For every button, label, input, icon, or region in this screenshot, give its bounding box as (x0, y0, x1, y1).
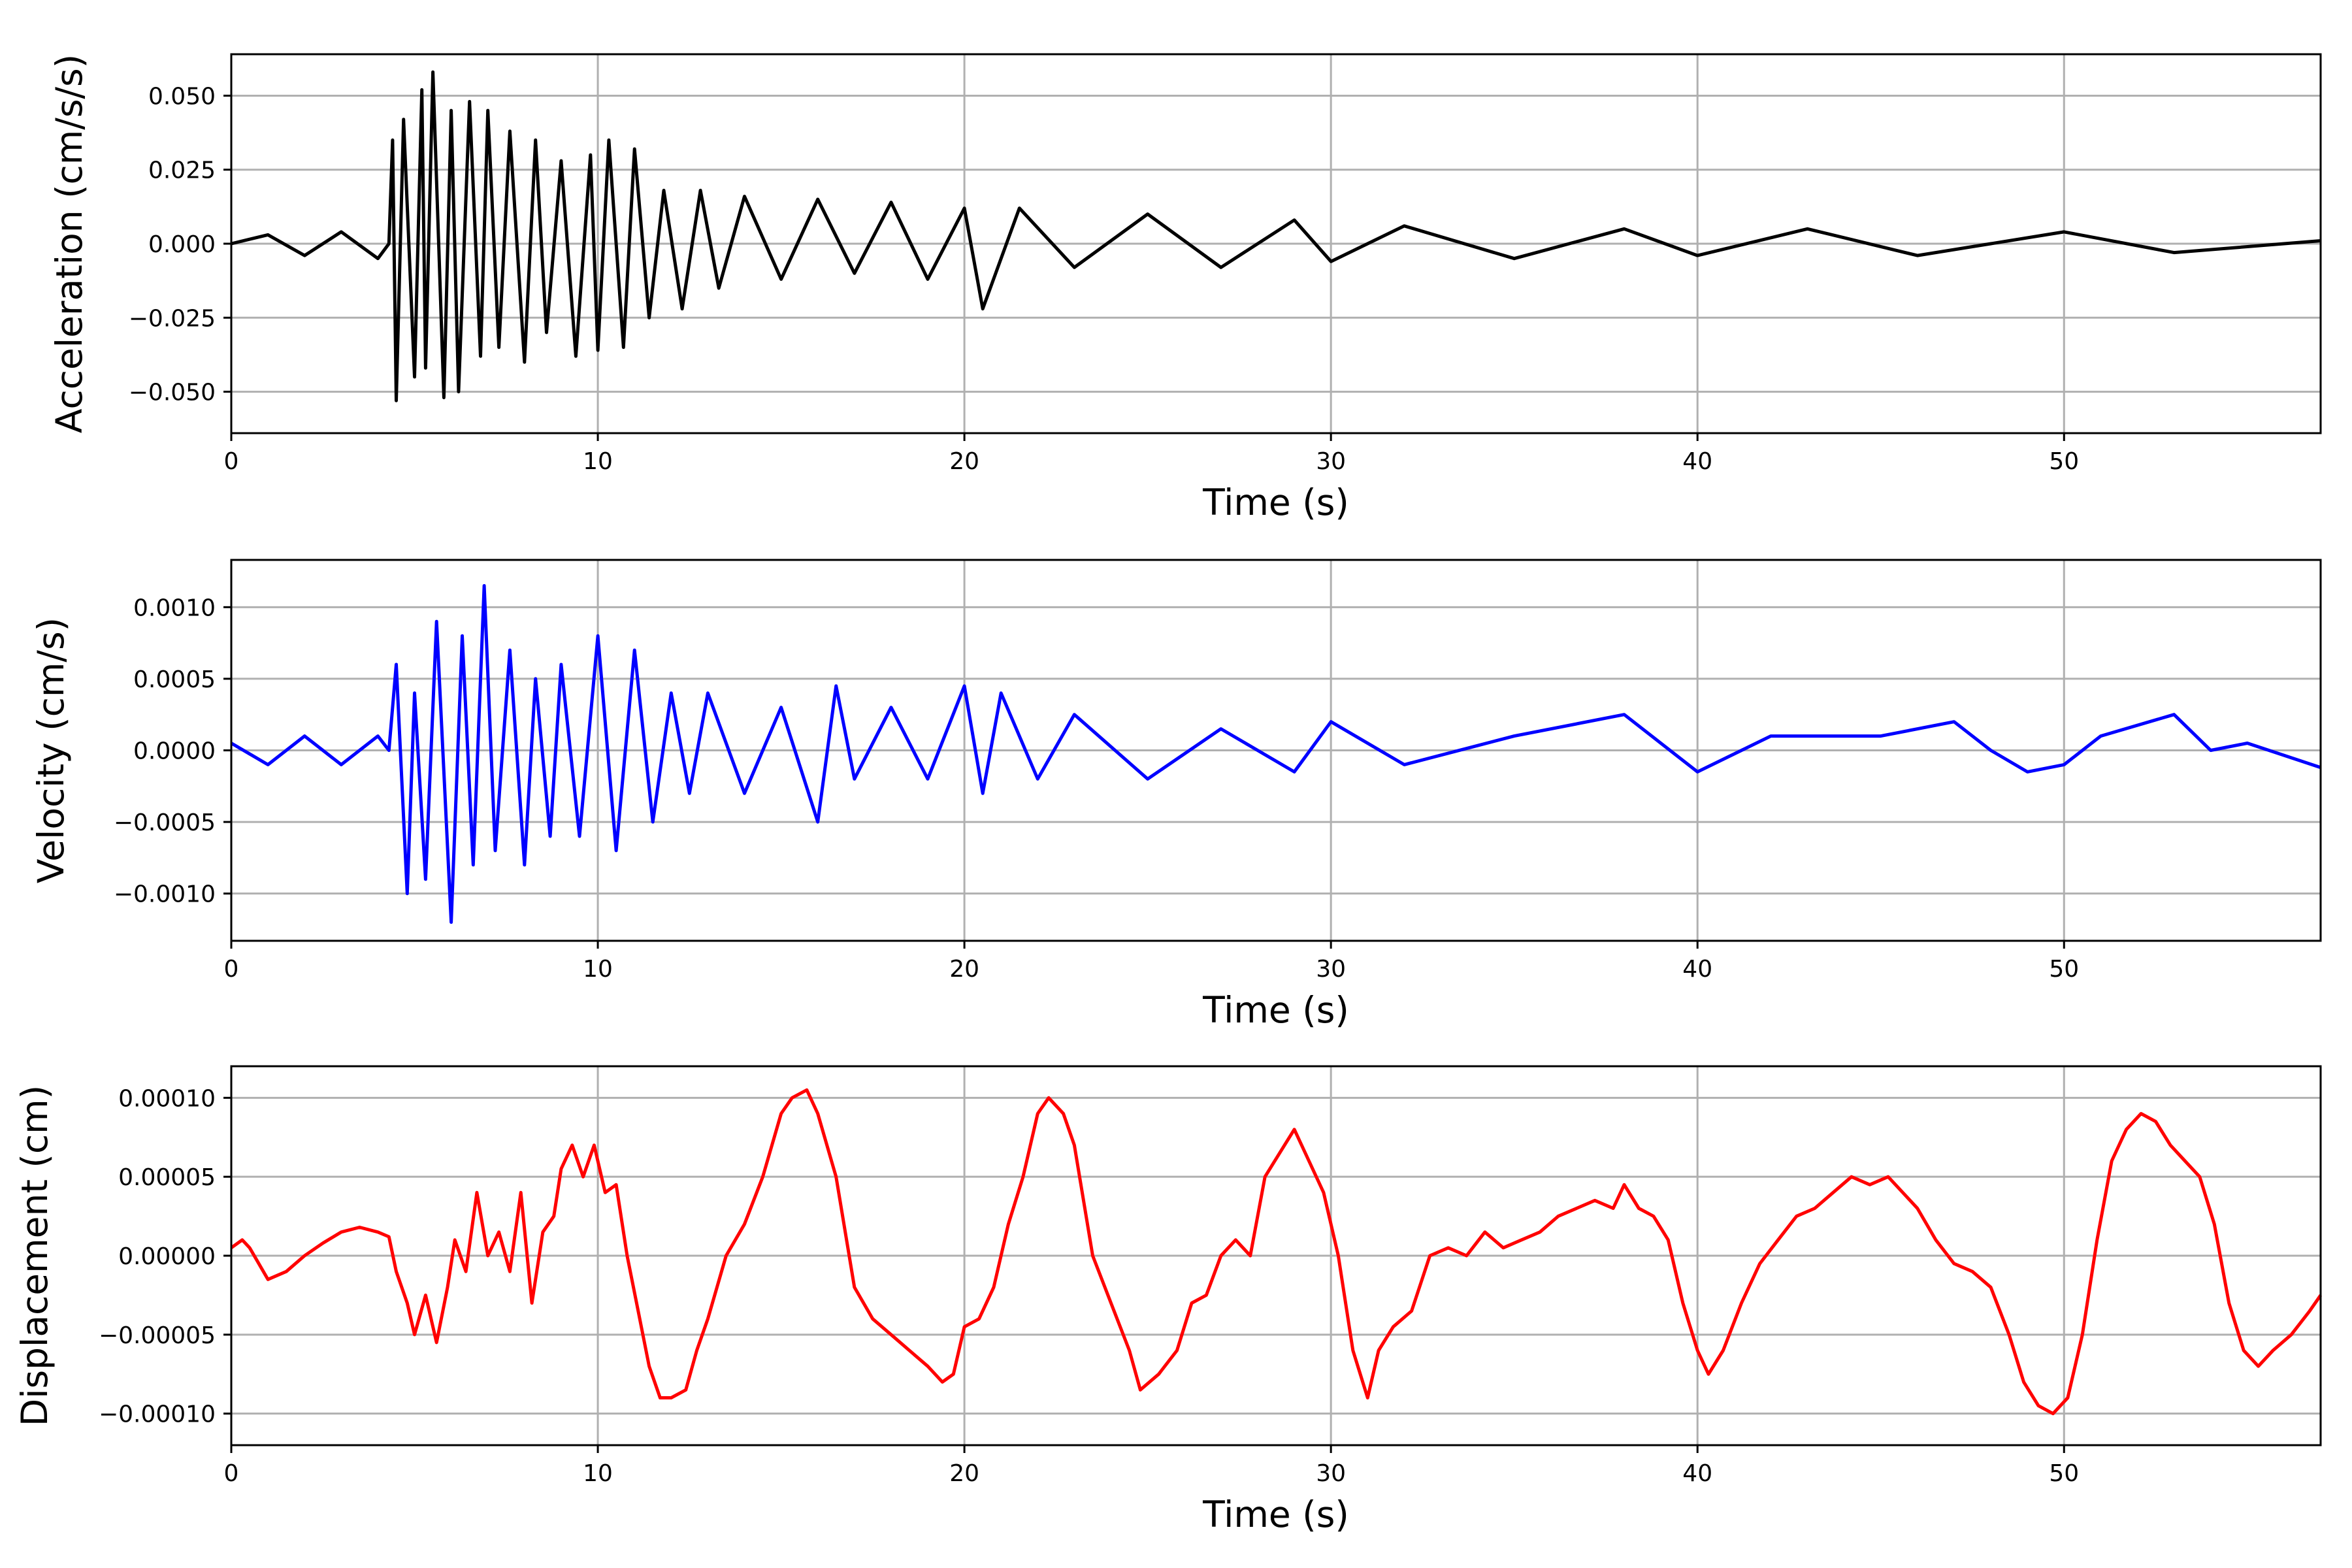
series-line (231, 70, 2321, 402)
x-tick-label: 10 (583, 448, 613, 475)
x-axis-label: Time (s) (1202, 1494, 1349, 1535)
x-tick-label: 50 (2049, 448, 2079, 475)
x-tick-label: 40 (1682, 956, 1712, 983)
x-tick-label: 20 (949, 1460, 979, 1487)
velocity-panel: 0 10 20 30 40 50 −0.0010 −0.0005 0.0000 0.0005 0.0… (30, 559, 2322, 1031)
x-tick-label: 50 (2049, 956, 2079, 983)
x-axis-label: Time (s) (1202, 989, 1349, 1031)
y-axis-label: Displacement (cm) (14, 1085, 56, 1426)
x-tick-label: 0 (224, 1460, 239, 1487)
acceleration-panel: 0 10 20 30 40 50 −0.050 −0.025 0.000 0.025 0.050 Ti… (48, 53, 2322, 523)
y-tick-label: 0.0010 (133, 595, 216, 621)
y-tick-label: 0.00005 (118, 1164, 216, 1191)
series-line (230, 1088, 2323, 1416)
y-tick-label: −0.00005 (99, 1322, 216, 1349)
x-tick-label: 20 (949, 448, 979, 475)
x-tick-label: 0 (224, 956, 239, 983)
x-tick-label: 30 (1316, 956, 1346, 983)
y-tick-label: −0.0005 (114, 809, 216, 836)
x-tick-label: 10 (583, 1460, 613, 1487)
y-tick-label: 0.00010 (118, 1085, 216, 1112)
y-axis-label: Velocity (cm/s) (30, 617, 72, 883)
x-tick-label: 0 (224, 448, 239, 475)
x-tick-label: 20 (949, 956, 979, 983)
series-line (230, 584, 2321, 924)
x-axis-label: Time (s) (1202, 482, 1349, 523)
displacement-panel: 0 10 20 30 40 50 −0.00010 −0.00005 0.00000 0.0000… (14, 1065, 2323, 1535)
y-tick-label: −0.0010 (114, 881, 216, 908)
y-tick-label: 0.0000 (133, 738, 216, 765)
y-tick-label: 0.000 (148, 231, 216, 258)
x-tick-label: 40 (1682, 1460, 1712, 1487)
y-tick-label: 0.00000 (118, 1243, 216, 1270)
y-tick-label: −0.025 (129, 305, 216, 332)
y-tick-label: 0.0005 (133, 666, 216, 693)
x-tick-label: 10 (583, 956, 613, 983)
x-tick-label: 30 (1316, 448, 1346, 475)
y-axis-label: Acceleration (cm/s/s) (48, 54, 90, 433)
x-tick-label: 50 (2049, 1460, 2079, 1487)
y-tick-label: 0.050 (148, 83, 216, 110)
x-tick-label: 40 (1682, 448, 1712, 475)
y-tick-label: 0.025 (148, 157, 216, 184)
y-tick-label: −0.00010 (99, 1401, 216, 1428)
y-tick-label: −0.050 (129, 380, 216, 406)
x-tick-label: 30 (1316, 1460, 1346, 1487)
